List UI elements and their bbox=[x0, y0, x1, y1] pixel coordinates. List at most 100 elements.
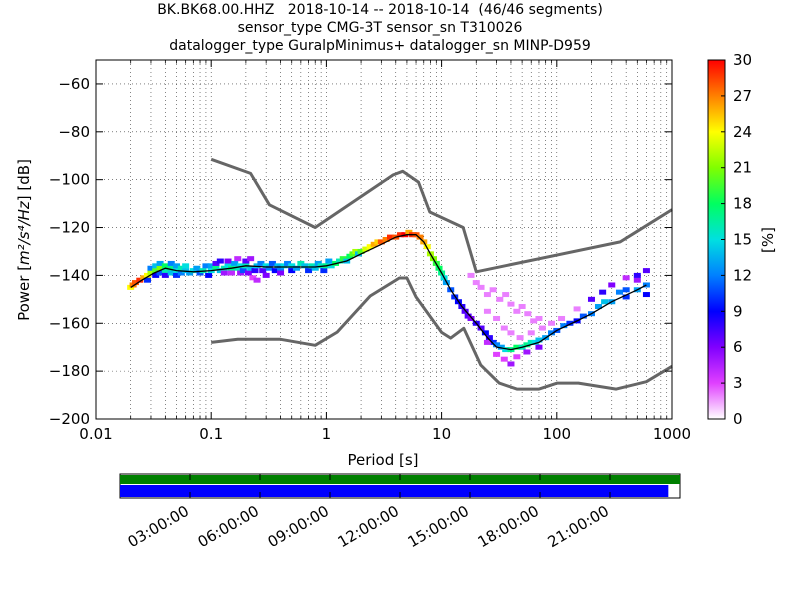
density-cell bbox=[253, 277, 261, 283]
density-cell bbox=[161, 263, 169, 269]
density-cell bbox=[483, 308, 491, 314]
density-cell bbox=[156, 265, 164, 271]
density-cell bbox=[156, 270, 164, 276]
colorbar-tick-label: 24 bbox=[733, 123, 752, 141]
density-cell bbox=[477, 284, 485, 290]
density-cell bbox=[311, 265, 319, 271]
density-cell bbox=[167, 270, 175, 276]
density-cell bbox=[227, 270, 235, 276]
density-cell bbox=[144, 277, 152, 283]
density-cell bbox=[502, 347, 510, 353]
density-cell bbox=[633, 272, 641, 278]
density-cell bbox=[622, 294, 630, 300]
x-tick-label: 10 bbox=[432, 425, 451, 443]
density-cell bbox=[477, 325, 485, 331]
y-tick-label: −160 bbox=[49, 314, 90, 332]
density-cell bbox=[167, 260, 175, 266]
density-cell bbox=[500, 356, 508, 362]
density-cell bbox=[535, 344, 543, 350]
density-cell bbox=[320, 268, 328, 274]
timeline: 03:00:00 06:00:00 09:00:00 12:00:00 15:00:00… bbox=[119, 473, 681, 551]
density-cell bbox=[523, 349, 531, 355]
density-cell bbox=[633, 277, 641, 283]
density-cell bbox=[485, 335, 493, 341]
y-tick-label: −60 bbox=[58, 75, 90, 93]
density-cell bbox=[386, 234, 394, 240]
density-cell bbox=[530, 318, 538, 324]
mean-curve bbox=[130, 234, 647, 351]
density-cell bbox=[265, 265, 273, 271]
density-cell bbox=[325, 258, 333, 264]
density-cell bbox=[288, 263, 296, 269]
density-cell bbox=[234, 256, 242, 262]
density-cell bbox=[216, 268, 224, 274]
colorbar-tick-label: 12 bbox=[733, 266, 752, 284]
density-cell bbox=[271, 268, 279, 274]
colorbar-tick-label: 6 bbox=[733, 338, 743, 356]
y-axis-label-units: m²/s⁴/Hz bbox=[15, 200, 33, 265]
density-cell bbox=[423, 244, 431, 250]
title-line-3: datalogger_type GuralpMinimus+ datalogge… bbox=[169, 38, 591, 54]
density-cell bbox=[467, 315, 475, 321]
y-axis-label-suffix: ] [dB] bbox=[15, 159, 33, 201]
density-cell bbox=[642, 282, 650, 288]
density-cell bbox=[247, 256, 255, 262]
timeline-tick-label: 21:00:00 bbox=[545, 502, 612, 551]
density-cell bbox=[370, 241, 378, 247]
x-axis-label: Period [s] bbox=[347, 451, 418, 469]
density-cell bbox=[239, 268, 247, 274]
density-cell bbox=[242, 258, 250, 264]
density-cell bbox=[161, 272, 169, 278]
colorbar-tick-label: 18 bbox=[733, 195, 752, 213]
mean-line bbox=[130, 234, 647, 351]
density-cell bbox=[416, 234, 424, 240]
density-cell bbox=[642, 292, 650, 298]
density-cell bbox=[136, 277, 144, 283]
density-cell bbox=[496, 296, 504, 302]
density-cell bbox=[167, 265, 175, 271]
density-cell bbox=[481, 330, 489, 336]
y-axis-label-main: Power [ bbox=[15, 265, 33, 321]
colorbar-tick-label: 30 bbox=[733, 51, 752, 69]
density-cell bbox=[507, 301, 515, 307]
colorbar-tick-label: 15 bbox=[733, 231, 752, 249]
density-cell bbox=[205, 272, 213, 278]
density-cell bbox=[173, 263, 181, 269]
density-cell bbox=[173, 272, 181, 278]
density-cell bbox=[497, 344, 505, 350]
density-cell bbox=[257, 260, 265, 266]
density-cell bbox=[224, 258, 232, 264]
density-cell bbox=[277, 270, 285, 276]
y-tick-label: −200 bbox=[49, 410, 90, 428]
density-cell bbox=[527, 330, 535, 336]
density-cell bbox=[152, 268, 160, 274]
colorbar-tick-label: 21 bbox=[733, 159, 752, 177]
x-tick-label: 1000 bbox=[653, 425, 691, 443]
x-tick-label: 100 bbox=[542, 425, 571, 443]
density-cell bbox=[268, 260, 276, 266]
density-cell bbox=[535, 315, 543, 321]
density-cell bbox=[237, 263, 245, 269]
density-cell bbox=[382, 237, 390, 242]
density-cell bbox=[147, 265, 155, 271]
colorbar-tick-label: 3 bbox=[733, 374, 743, 392]
timeline-tick-label: 09:00:00 bbox=[265, 502, 332, 551]
density-cell bbox=[493, 351, 501, 357]
density-cell bbox=[220, 265, 228, 271]
density-cell bbox=[518, 304, 526, 310]
y-axis: −200 −180 −160 −140 −120 −100 −80 −60 bbox=[49, 75, 672, 428]
density-cell bbox=[516, 335, 524, 341]
density-cell bbox=[507, 361, 515, 367]
density-cell bbox=[177, 265, 185, 271]
density-cell bbox=[156, 260, 164, 266]
density-cell bbox=[513, 354, 521, 360]
density-cell bbox=[161, 268, 169, 274]
density-cell bbox=[548, 320, 556, 326]
density-cell bbox=[615, 289, 623, 295]
density-cell bbox=[220, 270, 228, 276]
colorbar-tick-label: 27 bbox=[733, 87, 752, 105]
density-cell bbox=[186, 270, 194, 276]
density-cell bbox=[548, 330, 556, 336]
x-tick-label: 0.01 bbox=[79, 425, 112, 443]
